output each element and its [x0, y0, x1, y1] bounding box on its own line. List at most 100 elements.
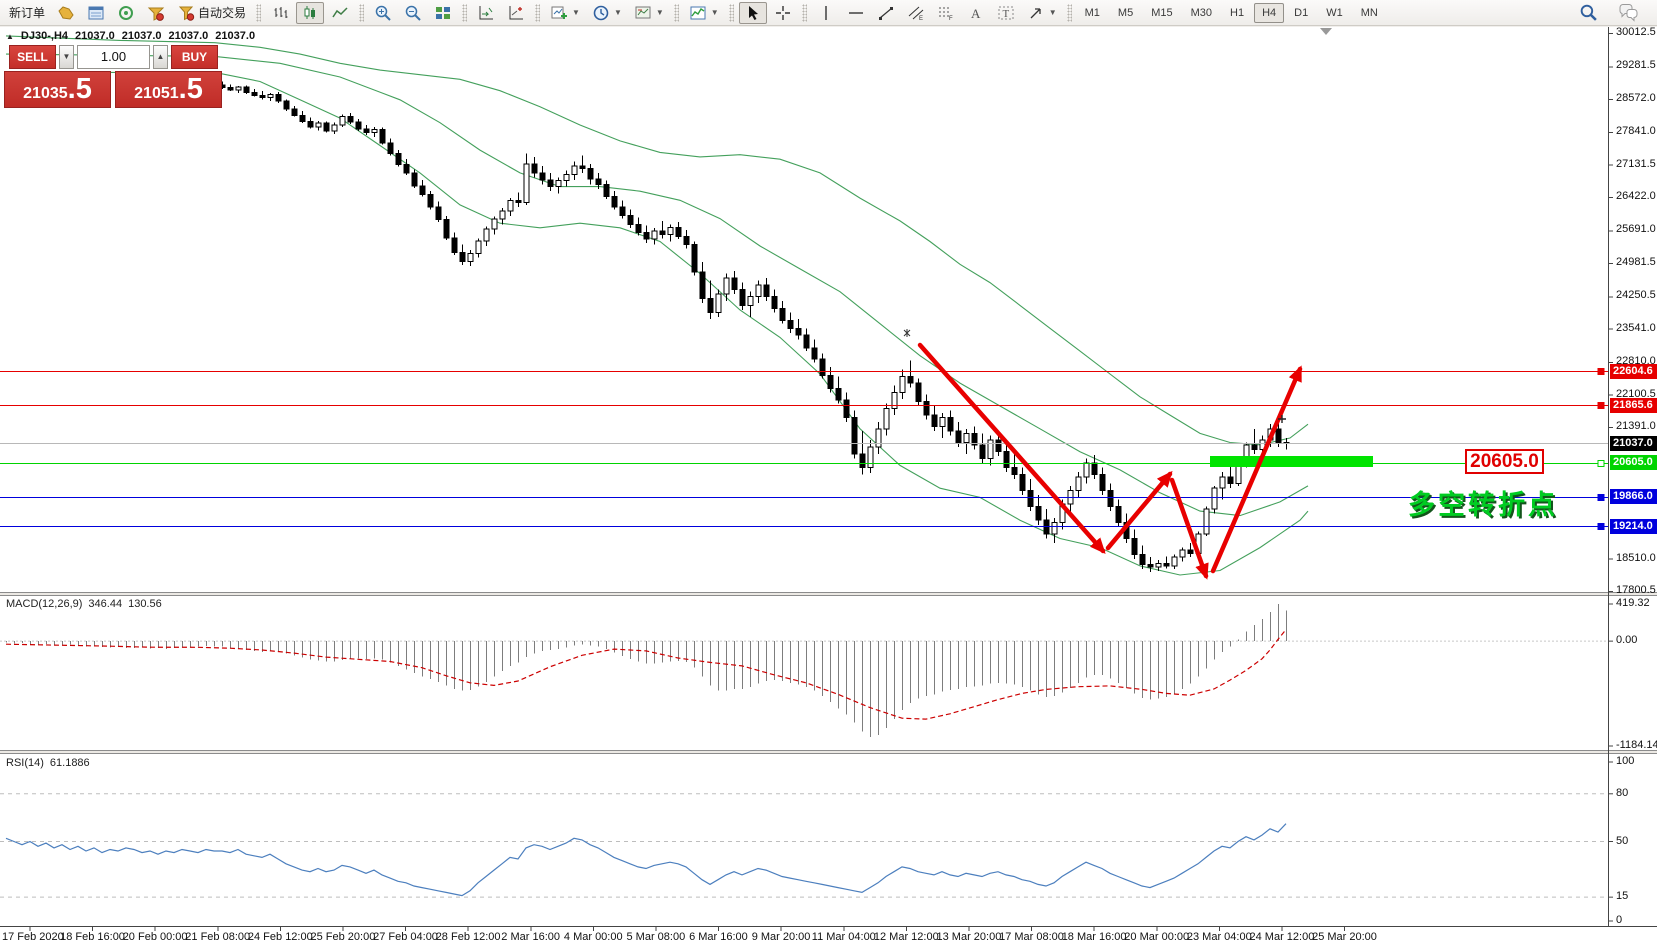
candle [915, 382, 922, 402]
equidistant-channel-icon[interactable]: E [902, 2, 930, 24]
zoom-in-icon[interactable] [369, 2, 397, 24]
candle [627, 214, 634, 226]
timeframe-m5[interactable]: M5 [1117, 6, 1134, 19]
timeframe-m1[interactable]: M1 [1084, 6, 1100, 19]
market-watch-icon[interactable] [82, 2, 110, 24]
rsi-line [5, 823, 1287, 897]
sell-price-box[interactable]: 21035 .5 [4, 71, 111, 108]
timeframe-m30[interactable]: M30 [1190, 6, 1213, 19]
candle [987, 439, 994, 460]
ohlc-open: 21037.0 [75, 30, 115, 42]
shapes-button[interactable]: ▼ [1022, 2, 1062, 24]
price-tick: 28572.0 [1616, 91, 1656, 104]
price-line-label: 21037.0 [1610, 435, 1657, 451]
rsi-axis-tick: 100 [1616, 755, 1635, 767]
candle [1139, 553, 1146, 566]
volume-increase-button[interactable]: ▲ [153, 44, 168, 69]
candle [427, 193, 434, 208]
date-tick-label: 9 Mar 20:00 [751, 931, 811, 943]
timeframe-h1[interactable]: H1 [1230, 6, 1245, 19]
panel-collapse-icon[interactable]: ▲ [6, 31, 14, 41]
candle [251, 92, 258, 96]
chat-icon[interactable] [1613, 2, 1643, 24]
vertical-line-icon[interactable] [812, 2, 840, 24]
trend-arrows[interactable] [917, 342, 1303, 580]
navigator-icon[interactable] [112, 2, 140, 24]
new-chart-button[interactable]: ▼ [545, 2, 585, 24]
price-tick: 30012.5 [1616, 26, 1656, 38]
indicators-button[interactable]: ▼ [684, 2, 724, 24]
candle [875, 428, 882, 448]
candle [355, 121, 362, 130]
candle [411, 172, 418, 187]
price-line-label: 19214.0 [1610, 518, 1657, 534]
horizontal-lines[interactable] [0, 368, 1608, 530]
chart-profile-icon[interactable] [52, 2, 80, 24]
chevron-down-icon: ▼ [1048, 8, 1057, 17]
toolbar-grip [256, 3, 262, 22]
macd-signal-value: 130.56 [128, 598, 162, 610]
chart-markers [903, 28, 1332, 423]
candle [395, 153, 402, 166]
buy-button[interactable]: BUY [171, 44, 218, 69]
candle [1099, 474, 1106, 491]
periods-clock-button[interactable]: ▼ [587, 2, 627, 24]
volume-decrease-button[interactable]: ▼ [59, 44, 74, 69]
auto-scroll-icon[interactable] [472, 2, 500, 24]
volume-input[interactable]: 1.00 [77, 44, 150, 69]
tile-windows-icon[interactable] [429, 2, 457, 24]
candle [931, 414, 938, 428]
candlestick-icon[interactable] [296, 1, 325, 24]
price-tick: 21391.0 [1616, 419, 1656, 432]
search-icon[interactable] [1574, 2, 1603, 24]
timeframe-h4[interactable]: H4 [1254, 2, 1285, 23]
horizontal-line-icon[interactable] [842, 2, 870, 24]
text-icon[interactable]: A [962, 2, 990, 24]
candle [451, 237, 458, 253]
fibonacci-icon[interactable]: F [932, 2, 960, 24]
candle [899, 375, 906, 393]
candle [571, 165, 578, 175]
zoom-out-icon[interactable] [399, 2, 427, 24]
candle [867, 446, 874, 469]
macd-axis-tick: -1184.14 [1616, 739, 1657, 751]
terminal-icon[interactable] [142, 2, 170, 24]
trendline-icon[interactable] [872, 2, 900, 24]
candle [995, 439, 1002, 453]
line-chart-icon[interactable] [326, 2, 354, 24]
support-price-annotation[interactable]: 20605.0 [1465, 449, 1544, 474]
chevron-down-icon: ▼ [613, 8, 622, 17]
chart-shift-icon[interactable] [502, 2, 530, 24]
candle [419, 185, 426, 195]
candle [907, 375, 914, 384]
timeframe-w1[interactable]: W1 [1326, 6, 1343, 19]
candle [715, 293, 722, 313]
timeframe-d1[interactable]: D1 [1294, 6, 1309, 19]
buy-price-box[interactable]: 21051 .5 [115, 71, 222, 108]
candles [219, 81, 1290, 573]
new-order-button[interactable]: 新订单 [4, 2, 50, 24]
date-tick-label: 23 Mar 04:00 [1186, 931, 1252, 943]
text-label-icon[interactable]: T [992, 2, 1020, 24]
chevron-down-icon: ▼ [710, 8, 719, 17]
macd-axis-tick: 419.32 [1616, 597, 1650, 609]
timeframe-mn[interactable]: MN [1360, 6, 1378, 19]
timeframe-m15[interactable]: M15 [1151, 6, 1173, 19]
candle [1275, 428, 1282, 444]
cursor-icon[interactable] [738, 1, 767, 24]
autotrade-button[interactable]: 自动交易 [172, 2, 251, 24]
rsi-axis-tick: 15 [1616, 890, 1629, 903]
candle [283, 100, 290, 110]
trend-arrow-segment [1210, 365, 1303, 574]
templates-button[interactable]: ▼ [629, 2, 669, 24]
crosshair-icon[interactable] [769, 2, 797, 24]
bar-chart-icon[interactable] [266, 2, 294, 24]
price-line-label: 22604.6 [1610, 363, 1657, 379]
candle [747, 295, 754, 306]
candle [955, 430, 962, 444]
candle [619, 206, 626, 216]
support-bar[interactable] [1210, 456, 1373, 467]
sell-button[interactable]: SELL [9, 44, 56, 69]
